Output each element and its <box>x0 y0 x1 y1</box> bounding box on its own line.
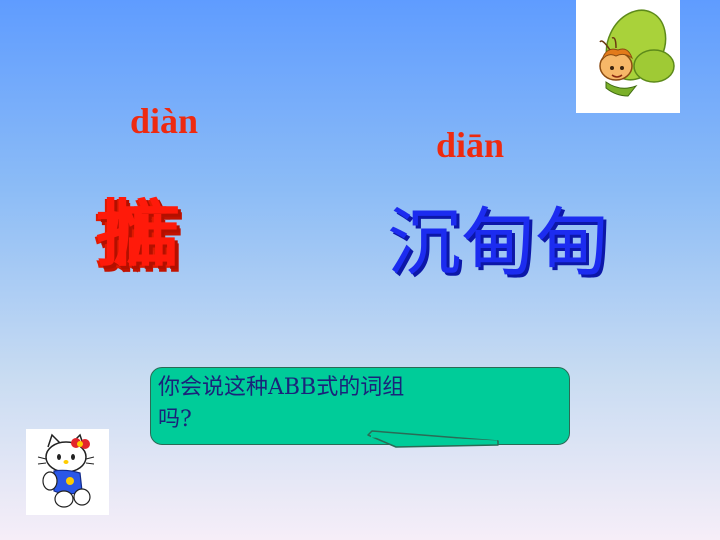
hello-kitty-icon <box>26 429 109 515</box>
word-chen-dian-dian: 沉甸甸 <box>387 200 609 286</box>
butterfly-fairy-icon <box>576 0 680 113</box>
speech-bubble <box>150 367 570 445</box>
pinyin-dian-first-tone: diān <box>436 125 505 165</box>
pinyin-dian-fourth-tone: diàn <box>130 101 199 141</box>
speech-bubble-line-1: 你会说这种ABB式的词组 <box>158 375 405 400</box>
speech-bubble-line-2: 吗? <box>158 407 192 432</box>
overlapping-characters: 掂惦 <box>96 192 180 276</box>
speech-bubble-text: 你会说这种ABB式的词组 吗? <box>158 372 558 436</box>
